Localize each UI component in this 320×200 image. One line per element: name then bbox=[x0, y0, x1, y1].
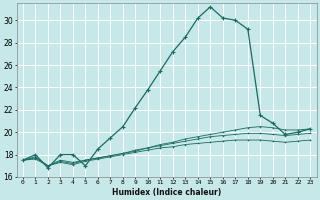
X-axis label: Humidex (Indice chaleur): Humidex (Indice chaleur) bbox=[112, 188, 221, 197]
